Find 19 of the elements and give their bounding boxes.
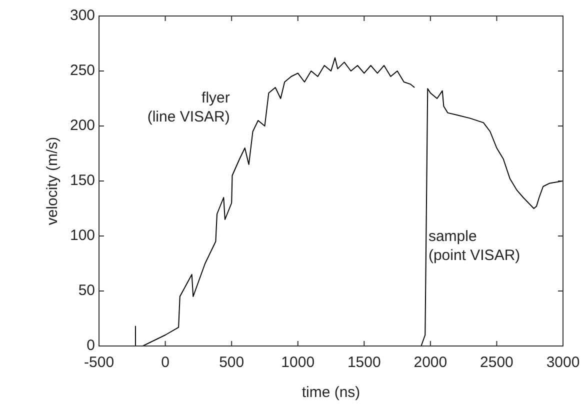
x-tick-label: -500 [84,354,114,372]
y-tick-label: 150 [70,172,96,190]
y-tick-label: 100 [70,227,96,244]
x-tick-label: 3000 [546,354,580,372]
x-tick-label: 1000 [281,354,315,372]
x-tick-label: 1500 [347,354,381,372]
x-tick-label: 2500 [480,354,514,372]
y-tick-label: 50 [78,282,96,300]
series-label: flyer (line VISAR) [147,90,230,126]
x-axis-title: time (ns) [302,384,360,402]
series-label: sample (point VISAR) [428,228,520,264]
y-axis-title: velocity (m/s) [44,136,62,226]
y-tick-label: 200 [70,117,96,134]
y-tick-label: 0 [86,337,96,354]
x-tick-label: 0 [161,354,170,372]
y-tick-label: 300 [70,7,96,24]
y-tick-label: 250 [70,62,96,80]
x-tick-label: 500 [219,354,244,372]
x-tick-label: 2000 [414,354,448,372]
